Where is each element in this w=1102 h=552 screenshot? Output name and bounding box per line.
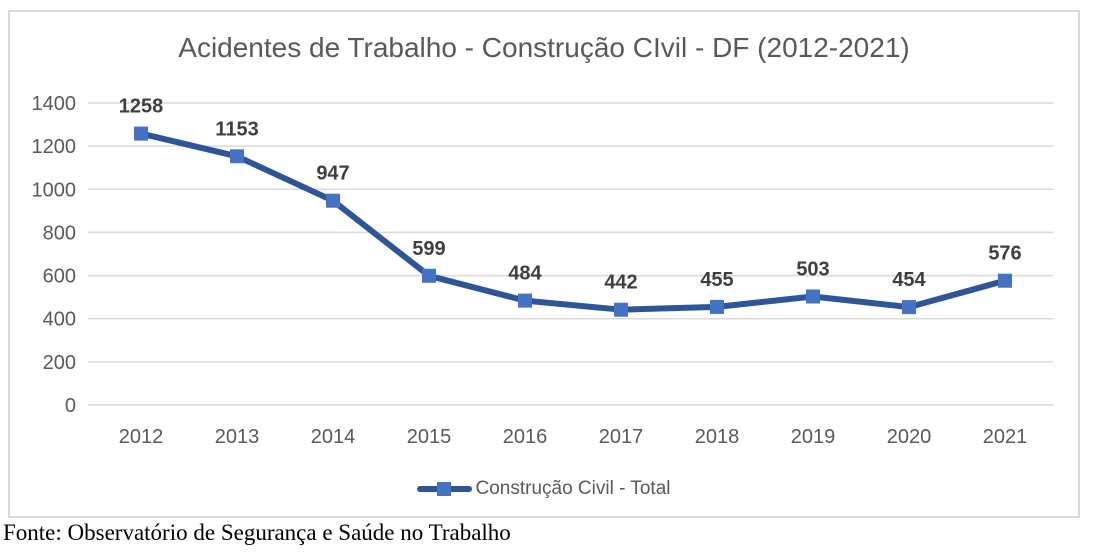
legend-line-marker-icon (417, 482, 473, 496)
x-axis-tick-label: 2016 (503, 426, 548, 448)
x-axis-tick-label: 2013 (215, 426, 260, 448)
plot-area: 0 200 400 600 800 1000 1200 1400 2012 2013 2014 201… (32, 93, 1053, 448)
chart-frame: Acidentes de Trabalho - Construção CIvil… (8, 10, 1080, 518)
data-point-label: 484 (508, 263, 542, 285)
chart-title: Acidentes de Trabalho - Construção CIvil… (178, 32, 910, 63)
x-axis-tick-label: 2017 (599, 426, 644, 448)
data-point-marker (710, 299, 724, 314)
data-point-marker (134, 126, 148, 141)
data-point-label: 442 (604, 272, 637, 294)
source-note: Fonte: Observatório de Segurança e Saúde… (3, 520, 511, 545)
data-point-marker (806, 289, 820, 304)
data-point-marker (326, 193, 340, 208)
y-axis-tick-label: 1400 (32, 93, 77, 115)
data-point-marker (230, 149, 244, 164)
x-axis-tick-label: 2021 (983, 426, 1028, 448)
y-axis-tick-label: 1000 (32, 179, 77, 201)
x-axis-tick-label: 2019 (791, 426, 836, 448)
y-axis-tick-label: 200 (43, 352, 76, 374)
data-point-label: 1258 (119, 96, 164, 118)
data-point-label: 503 (796, 259, 829, 281)
data-point-marker (998, 273, 1012, 288)
data-point-label: 599 (412, 238, 445, 260)
y-axis-tick-label: 600 (43, 266, 76, 288)
data-point-label: 1153 (215, 118, 258, 140)
data-point-label: 947 (316, 163, 349, 185)
y-axis-tick-label: 800 (43, 222, 76, 244)
data-point-label: 576 (988, 243, 1021, 265)
data-point-marker (902, 300, 916, 315)
data-point-marker (614, 302, 628, 317)
y-axis-tick-label: 0 (65, 395, 76, 417)
data-point-label: 455 (700, 269, 733, 291)
legend-square (437, 482, 452, 496)
x-axis-tick-label: 2012 (119, 426, 164, 448)
data-point-marker (422, 268, 436, 283)
y-axis-tick-label: 1200 (32, 136, 77, 158)
x-axis-tick-label: 2020 (887, 426, 932, 448)
x-axis-tick-label: 2018 (695, 426, 740, 448)
x-axis-tick-label: 2015 (407, 426, 452, 448)
x-axis-tick-label: 2014 (311, 426, 356, 448)
data-point-marker (518, 293, 532, 308)
y-axis-tick-label: 400 (43, 309, 76, 331)
data-point-label: 454 (892, 269, 926, 291)
data-line (138, 130, 1008, 313)
legend: Construção Civil - Total (10, 478, 1078, 500)
legend-label: Construção Civil - Total (475, 478, 671, 499)
